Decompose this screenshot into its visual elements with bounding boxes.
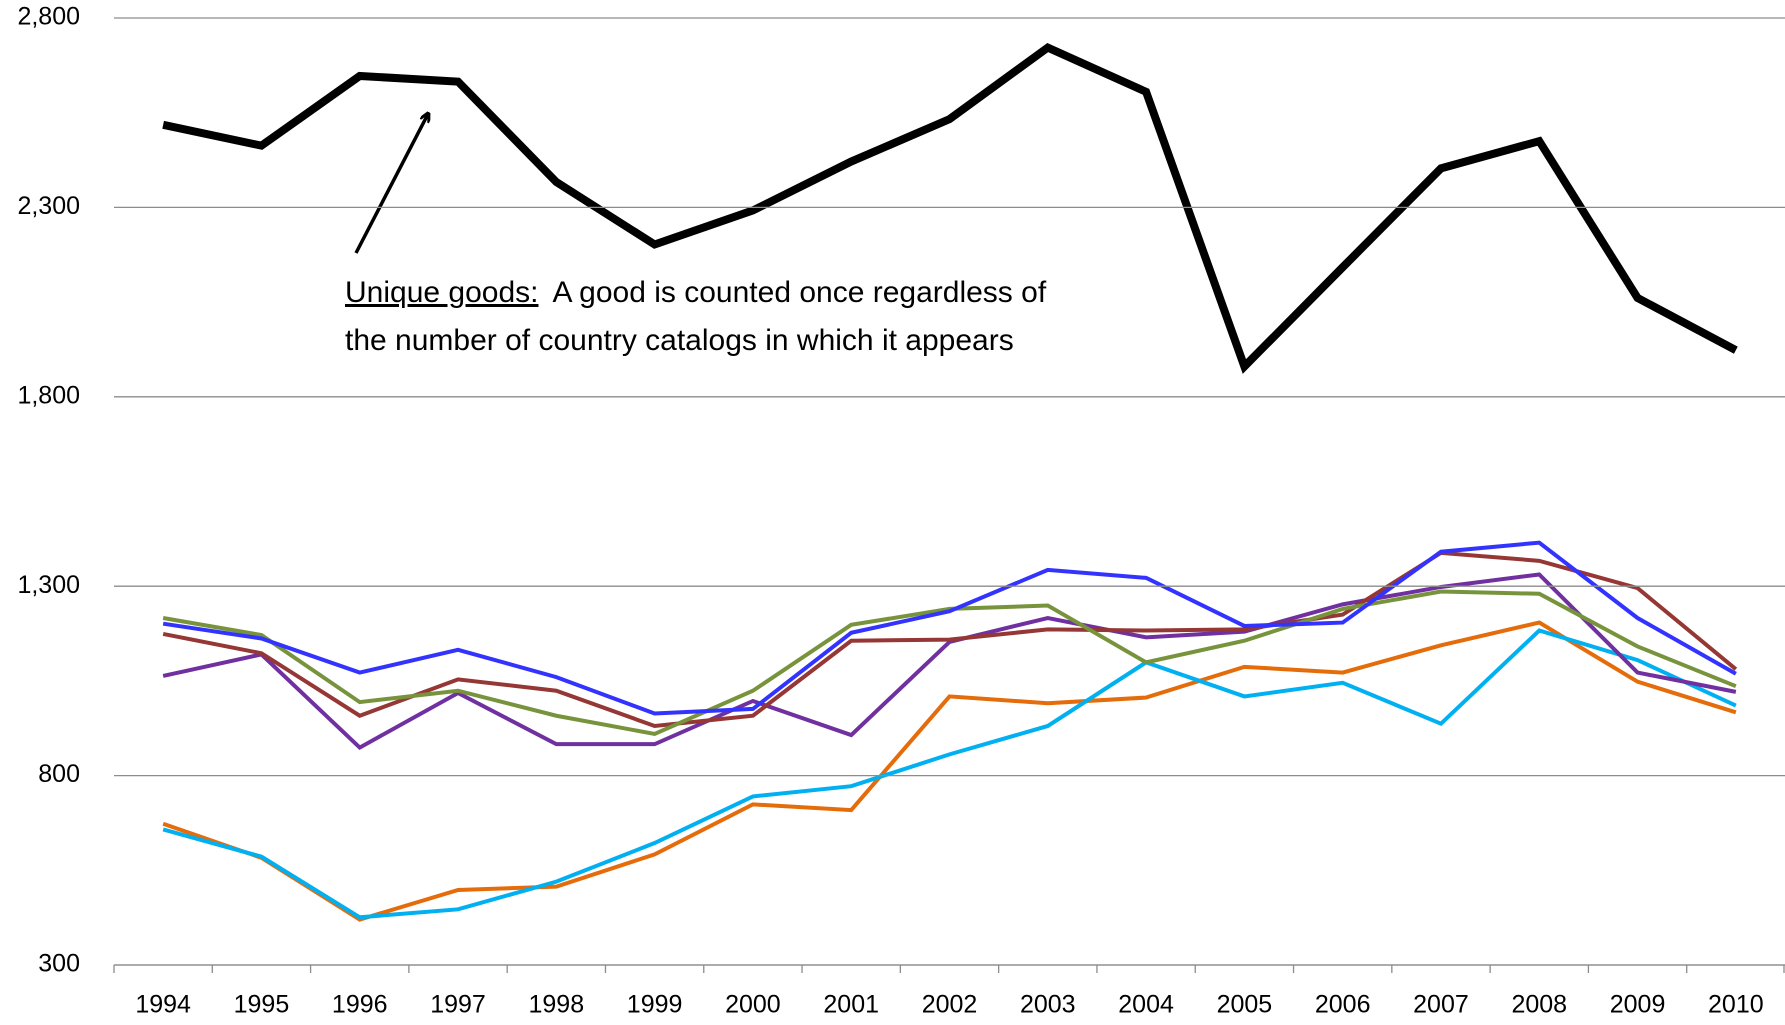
- x-tick-label: 2001: [823, 991, 879, 1019]
- x-tick-label: 1999: [627, 991, 683, 1019]
- x-tick-label: 2002: [922, 991, 978, 1019]
- y-tick-label: 800: [38, 760, 80, 788]
- x-tick-label: 1997: [430, 991, 486, 1019]
- annotation-line: A good is counted once regardless of: [552, 276, 1046, 309]
- series-line: [162, 550, 1738, 729]
- x-tick-label: 2009: [1610, 991, 1666, 1019]
- series-line: [162, 620, 1737, 922]
- series-line: [162, 572, 1737, 751]
- y-tick-label: 2,300: [17, 192, 80, 220]
- series-line: [162, 589, 1737, 737]
- annotation: Unique goods: A good is counted once rega…: [345, 276, 1047, 309]
- x-tick-label: 1996: [332, 991, 388, 1019]
- x-tick-label: 2004: [1118, 991, 1174, 1019]
- y-tick-label: 1,300: [17, 571, 80, 599]
- y-tick-label: 300: [38, 950, 80, 978]
- x-tick-label: 2006: [1315, 991, 1371, 1019]
- x-tick-label: 2008: [1511, 991, 1567, 1019]
- x-tick-label: 2007: [1413, 991, 1469, 1019]
- x-tick-label: 1998: [529, 991, 585, 1019]
- x-tick-label: 2010: [1708, 991, 1764, 1019]
- annotation-line: the number of country catalogs in which …: [345, 324, 1014, 357]
- x-tick-label: 2005: [1217, 991, 1273, 1019]
- x-tick-label: 2003: [1020, 991, 1076, 1019]
- x-tick-label: 1994: [135, 991, 191, 1019]
- annotation-arrow: [354, 114, 428, 254]
- x-tick-label: 1995: [234, 991, 290, 1019]
- y-tick-label: 2,800: [17, 3, 80, 31]
- x-tick-label: 2000: [725, 991, 781, 1019]
- series-line: [162, 540, 1737, 716]
- series-line: [162, 42, 1738, 374]
- annotation-label: Unique goods:: [345, 276, 538, 309]
- y-tick-label: 1,800: [17, 381, 80, 409]
- series-line: [162, 628, 1737, 920]
